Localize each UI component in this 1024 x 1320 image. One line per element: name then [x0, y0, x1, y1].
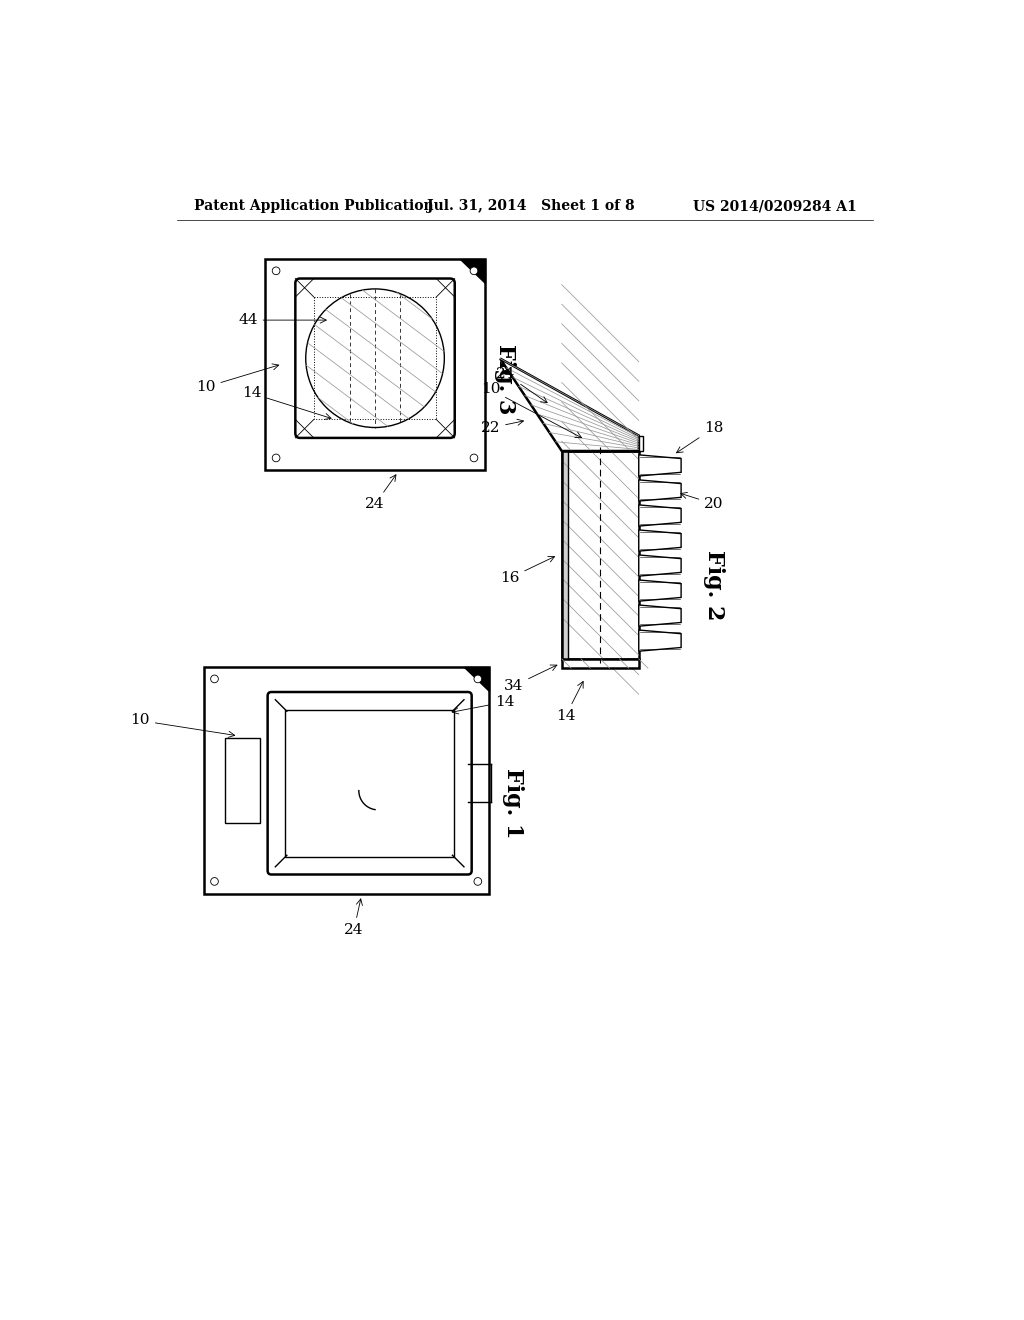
Text: 10: 10 [480, 383, 582, 438]
Circle shape [470, 454, 478, 462]
Bar [562, 451, 639, 659]
Text: 16: 16 [500, 557, 555, 585]
Circle shape [211, 878, 218, 886]
Bar [204, 667, 488, 894]
Text: 18: 18 [677, 421, 724, 453]
Circle shape [306, 289, 444, 428]
FancyBboxPatch shape [295, 279, 455, 438]
Polygon shape [639, 455, 681, 477]
Circle shape [474, 675, 481, 682]
Text: 14: 14 [242, 387, 331, 420]
Polygon shape [639, 436, 643, 451]
Text: Fig. 2: Fig. 2 [702, 550, 725, 620]
Text: Patent Application Publication: Patent Application Publication [194, 199, 433, 213]
Text: US 2014/0209284 A1: US 2014/0209284 A1 [692, 199, 856, 213]
Bar [286, 710, 454, 857]
Bar [562, 451, 568, 659]
Polygon shape [639, 630, 681, 651]
Text: 10: 10 [196, 364, 279, 395]
Circle shape [272, 267, 280, 275]
Text: 44: 44 [239, 313, 327, 327]
Text: 34: 34 [504, 665, 557, 693]
Text: Jul. 31, 2014   Sheet 1 of 8: Jul. 31, 2014 Sheet 1 of 8 [427, 199, 635, 213]
Bar [265, 259, 484, 470]
Text: 14: 14 [556, 681, 584, 723]
Polygon shape [464, 667, 488, 692]
Bar [562, 659, 639, 668]
Bar [313, 297, 436, 420]
Polygon shape [500, 359, 639, 451]
Polygon shape [639, 579, 681, 601]
Text: 14: 14 [453, 696, 514, 714]
Text: 22: 22 [480, 420, 523, 434]
Circle shape [272, 454, 280, 462]
Polygon shape [460, 259, 484, 284]
Text: 24: 24 [344, 899, 364, 937]
Bar [225, 738, 260, 822]
Circle shape [474, 878, 481, 886]
Circle shape [470, 267, 478, 275]
Text: Fig. 1: Fig. 1 [503, 768, 524, 838]
Text: 20: 20 [681, 492, 724, 511]
Text: 10: 10 [130, 714, 234, 738]
Text: 24: 24 [496, 367, 547, 403]
Polygon shape [639, 480, 681, 502]
Text: 24: 24 [366, 475, 396, 511]
Polygon shape [639, 506, 681, 527]
Polygon shape [639, 605, 681, 626]
Text: Fig. 3: Fig. 3 [494, 345, 516, 414]
FancyBboxPatch shape [267, 692, 472, 874]
Polygon shape [639, 554, 681, 576]
Circle shape [211, 675, 218, 682]
Polygon shape [639, 529, 681, 552]
